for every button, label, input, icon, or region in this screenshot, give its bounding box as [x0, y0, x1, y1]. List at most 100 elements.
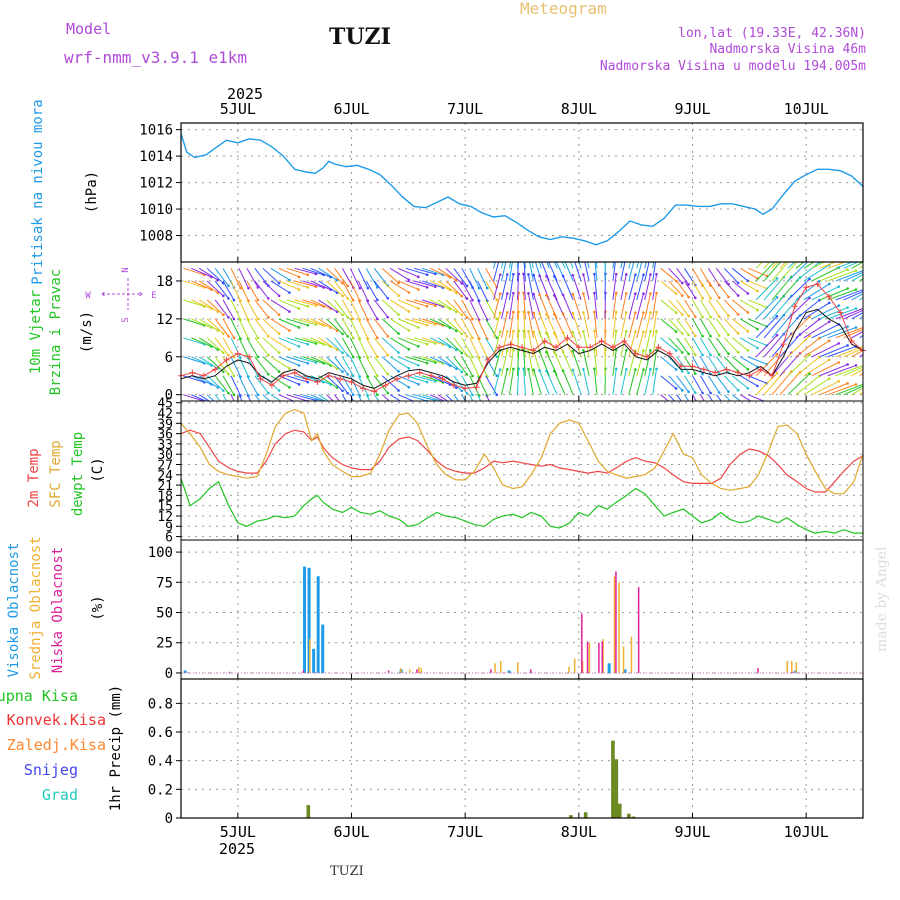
wind-arrow-head: [799, 257, 802, 260]
wind-arrow: [668, 337, 683, 353]
wind-arrow: [676, 375, 689, 393]
wind-arrow-head: [837, 342, 841, 345]
wind-arrow: [294, 394, 317, 401]
wind-arrow: [461, 356, 473, 377]
wind-arrow-head: [538, 312, 541, 315]
wind-arrow: [310, 337, 331, 348]
cloud-panel-frame: [180, 539, 864, 680]
wind-arrow-head: [877, 379, 880, 382]
wind-arrow: [811, 305, 839, 320]
wind-arrow-head: [827, 377, 831, 381]
bottom-date-label: 7JUL: [447, 823, 483, 841]
wind-arrow-head: [407, 367, 411, 370]
wind-arrow-head: [614, 272, 618, 276]
wind-arrow: [230, 280, 241, 302]
wind-arrow: [707, 356, 720, 374]
wind-arrow-head: [642, 311, 645, 314]
wind-arrow-head: [233, 412, 236, 415]
wind-arrow-head: [216, 405, 219, 408]
wind-arrow-head: [222, 370, 225, 373]
wind-arrow: [437, 318, 457, 332]
wind-gust-point: [405, 372, 412, 379]
wind-arrow-head: [538, 274, 541, 278]
wind-arrow-head: [346, 354, 350, 357]
precip-legend-2: Zaledj.Kisa: [7, 736, 106, 754]
temperature-ytick-label: 33: [157, 438, 173, 453]
wind-arrow: [819, 363, 848, 377]
wind-arrow: [365, 394, 371, 401]
wind-arrow: [429, 375, 451, 386]
wind-arrow: [341, 356, 354, 377]
wind-arrow-head: [346, 284, 350, 288]
top-date-label: 5JUL: [220, 100, 256, 118]
wind-arrow: [302, 318, 324, 326]
wind-arrow: [723, 375, 739, 391]
wind-arrow-head: [642, 255, 645, 258]
wind-arrow: [715, 280, 729, 298]
wind-arrow-head: [455, 386, 458, 390]
meteogram-title: Meteogram: [520, 0, 607, 18]
wind-arrow: [707, 280, 720, 299]
precip-bar: [631, 816, 636, 818]
wind-arrow-head: [614, 291, 618, 295]
wind-arrow: [620, 274, 627, 301]
wind-arrow: [561, 262, 566, 269]
wind-arrow-head: [634, 368, 637, 371]
wind-arrow-head: [552, 293, 556, 297]
wind-arrow: [731, 375, 749, 389]
wind-arrow: [827, 327, 857, 339]
wind-arrow-head: [506, 292, 509, 295]
wind-arrow-head: [756, 384, 759, 388]
wind-arrow-head: [341, 408, 344, 411]
wind-arrow-head: [538, 331, 541, 334]
wind-arrow-head: [655, 291, 658, 295]
wind-ytick-label: 18: [156, 274, 173, 290]
wind-arrow-head: [846, 256, 849, 259]
temperature-ytick-label: 27: [157, 458, 173, 473]
wind-arrow: [516, 311, 520, 338]
wind-arrow: [574, 262, 582, 282]
wind-arrow: [582, 350, 590, 376]
wind-arrow-head: [582, 311, 585, 314]
wind-arrow-head: [449, 402, 452, 405]
wind-arrow-head: [407, 291, 411, 294]
cloud-bar: [418, 666, 420, 673]
wind-arrow: [270, 375, 290, 388]
wind-arrow: [739, 394, 752, 401]
wind-arrow-head: [571, 311, 575, 315]
wind-arrow: [461, 318, 473, 339]
wind-arrow-head: [498, 292, 502, 296]
wind-arrow-head: [297, 288, 301, 291]
wind-arrow: [787, 278, 810, 301]
wind-arrow: [341, 337, 354, 358]
wind-arrow-head: [709, 391, 712, 395]
wind-arrow: [326, 356, 343, 373]
wind-arrow: [222, 280, 235, 301]
wind-arrow: [421, 356, 444, 364]
wind-arrow: [485, 375, 498, 395]
wind-arrow-head: [593, 291, 596, 295]
wind-arrow-head: [674, 387, 678, 390]
wind-arrow-head: [352, 413, 355, 416]
wind-arrow: [357, 268, 369, 289]
wind-arrow-head: [709, 353, 712, 357]
wind-arrow: [779, 262, 787, 269]
wind-arrow-head: [582, 368, 585, 371]
wind-arrow-head: [297, 326, 301, 329]
wind-arrow: [437, 280, 457, 294]
wind-arrow: [373, 318, 389, 337]
wind-arrow-head: [877, 322, 880, 325]
wind-arrow-head: [614, 310, 618, 314]
wind-arrow-head: [495, 336, 499, 340]
wind-arrow: [230, 299, 241, 320]
wind-arrow: [477, 299, 488, 320]
wind-arrow: [302, 280, 324, 288]
wind-arrow-head: [854, 269, 858, 272]
wind-arrow-head: [417, 382, 420, 386]
wind-arrow: [572, 350, 582, 376]
wind-arrow-head: [655, 329, 658, 333]
wind-arrow: [582, 293, 590, 319]
wind-arrow: [477, 280, 488, 301]
wind-arrow-head: [346, 335, 350, 338]
wind-arrow-head: [693, 372, 697, 375]
